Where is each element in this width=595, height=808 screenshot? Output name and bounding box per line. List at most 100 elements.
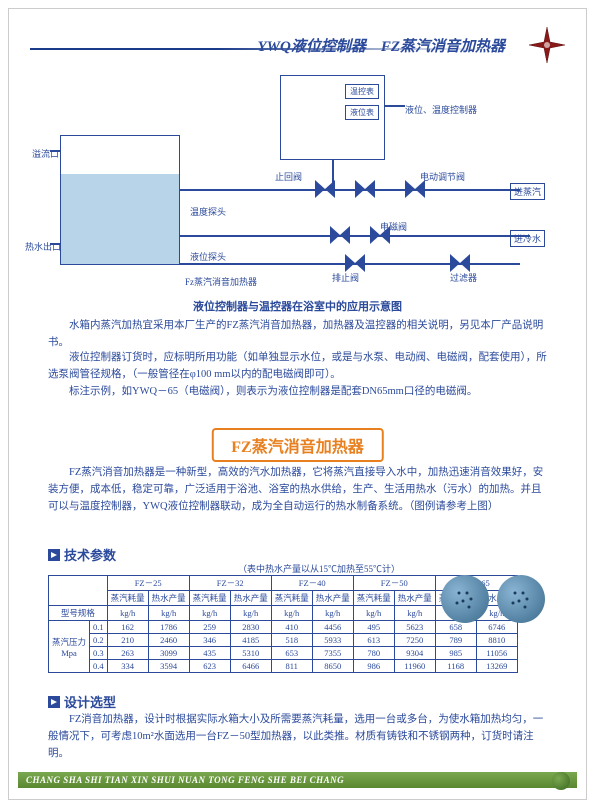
heater-image-1: [441, 575, 489, 623]
td-value: 4456: [312, 621, 353, 634]
th-unit: kg/h: [312, 606, 353, 621]
section-marker-icon: [48, 696, 60, 708]
footer-text: CHANG SHA SHI TIAN XIN SHUI NUAN TONG FE…: [26, 775, 344, 785]
label-filter: 过滤器: [450, 271, 477, 284]
td-value: 5933: [312, 634, 353, 647]
td-value: 613: [353, 634, 394, 647]
valve-icon: [345, 254, 365, 272]
td-value: 334: [107, 660, 148, 673]
section-design: 设计选型: [48, 692, 116, 711]
td-value: 1786: [148, 621, 189, 634]
product-photo: [441, 575, 545, 623]
td-value: 780: [353, 647, 394, 660]
level-meter-label: 液位表: [345, 105, 379, 120]
paragraph-1: 水箱内蒸汽加热宜采用本厂生产的FZ蒸汽消音加热器，加热器及温控器的相关说明，另见…: [48, 318, 547, 352]
label-drain-valve: 排止阀: [332, 271, 359, 284]
td-value: 13269: [476, 660, 517, 673]
td-value: 346: [189, 634, 230, 647]
valve-icon: [315, 180, 335, 198]
td-value: 6466: [230, 660, 271, 673]
th-sub: 热水产量: [230, 591, 271, 606]
pipe: [50, 150, 60, 152]
td-value: 1168: [435, 660, 476, 673]
paragraph-3: FZ蒸汽消音加热器是一种新型，高效的汽水加热器，它将蒸汽直接导入水中，加热迅速消…: [48, 465, 547, 515]
th-sub: 热水产量: [394, 591, 435, 606]
label-hot-out: 热水出口: [25, 240, 61, 253]
section-tech-params: 技术参数: [48, 545, 116, 564]
th-unit: kg/h: [394, 606, 435, 621]
th-fz40: FZ－40: [271, 576, 353, 591]
pipe: [50, 243, 60, 245]
td-pressure: 0.4: [90, 660, 108, 673]
td-value: 410: [271, 621, 312, 634]
td-value: 2830: [230, 621, 271, 634]
pipe: [180, 189, 520, 191]
tank-water-fill: [61, 174, 179, 264]
td-value: 162: [107, 621, 148, 634]
page-number-badge: [552, 772, 570, 790]
th-sub: 蒸汽耗量: [189, 591, 230, 606]
td-value: 11056: [476, 647, 517, 660]
control-box: 温控表 液位表: [280, 75, 385, 160]
pipe: [180, 235, 530, 237]
td-pressure: 0.2: [90, 634, 108, 647]
td-value: 8810: [476, 634, 517, 647]
water-tank: [60, 135, 180, 265]
product-title-box: FZ蒸汽消音加热器: [211, 428, 383, 462]
td-pressure: 0.3: [90, 647, 108, 660]
th-unit: kg/h: [353, 606, 394, 621]
heater-image-2: [497, 575, 545, 623]
footer-bar: CHANG SHA SHI TIAN XIN SHUI NUAN TONG FE…: [18, 772, 577, 788]
temp-meter-label: 温控表: [345, 84, 379, 99]
th-unit: kg/h: [189, 606, 230, 621]
diagram-caption: 液位控制器与温控器在浴室中的应用示意图: [0, 298, 595, 314]
label-check-valve: 止回阀: [275, 170, 302, 183]
th-unit: kg/h: [271, 606, 312, 621]
product-title: FZ蒸汽消音加热器: [231, 439, 363, 456]
valve-icon: [330, 226, 350, 244]
th-rowlabel: 型号规格: [49, 606, 108, 621]
th-model: [49, 576, 108, 606]
valve-icon: [405, 180, 425, 198]
valve-icon: [355, 180, 375, 198]
label-motor-valve: 电动调节阀: [420, 170, 465, 183]
td-value: 7250: [394, 634, 435, 647]
td-value: 985: [435, 647, 476, 660]
td-value: 259: [189, 621, 230, 634]
td-value: 811: [271, 660, 312, 673]
td-value: 9304: [394, 647, 435, 660]
td-value: 263: [107, 647, 148, 660]
paragraph-2: 液位控制器订货时，应标明所用功能（如单独显示水位，或是与水泵、电动阀、电磁阀，配…: [48, 350, 547, 400]
td-value: 8650: [312, 660, 353, 673]
td-value: 4185: [230, 634, 271, 647]
th-fz50: FZ－50: [353, 576, 435, 591]
system-diagram: 溢流口 热水出口 温度探头 液位探头 Fz蒸汽消音加热器 温控表 液位表 液位、…: [50, 75, 540, 305]
label-heater: Fz蒸汽消音加热器: [185, 275, 257, 288]
th-unit: kg/h: [148, 606, 189, 621]
td-value: 495: [353, 621, 394, 634]
td-value: 435: [189, 647, 230, 660]
valve-icon: [370, 226, 390, 244]
td-value: 623: [189, 660, 230, 673]
label-overflow: 溢流口: [32, 147, 59, 160]
td-value: 5623: [394, 621, 435, 634]
th-sub: 热水产量: [312, 591, 353, 606]
label-controller: 液位、温度控制器: [405, 103, 477, 116]
section-heading-text: 设计选型: [64, 692, 116, 711]
td-value: 11960: [394, 660, 435, 673]
th-sub: 蒸汽耗量: [107, 591, 148, 606]
th-sub: 蒸汽耗量: [271, 591, 312, 606]
td-value: 3099: [148, 647, 189, 660]
td-value: 518: [271, 634, 312, 647]
th-fz32: FZ－32: [189, 576, 271, 591]
td-value: 653: [271, 647, 312, 660]
label-steam-in: 进蒸汽: [510, 183, 545, 200]
section-marker-icon: [48, 549, 60, 561]
td-value: 210: [107, 634, 148, 647]
header-title: YWQ液位控制器 FZ蒸汽消音加热器: [257, 35, 505, 56]
td-value: 2460: [148, 634, 189, 647]
td-pressure: 0.1: [90, 621, 108, 634]
th-unit: kg/h: [107, 606, 148, 621]
table-subtitle: （表中热水产量以从15℃加热至55℃计）: [238, 562, 400, 575]
section-heading-text: 技术参数: [64, 545, 116, 564]
